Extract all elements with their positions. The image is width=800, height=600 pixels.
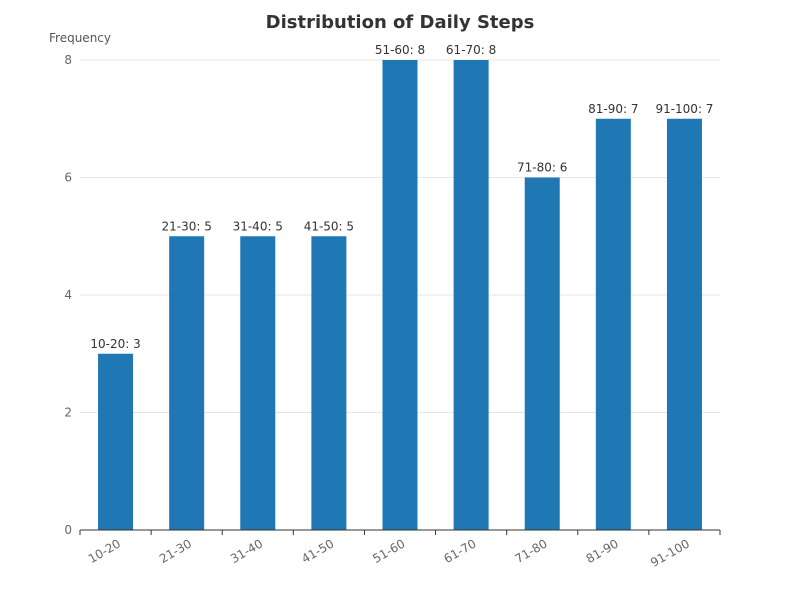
y-axis-label: Frequency [49, 31, 111, 45]
x-tick-label: 31-40 [228, 536, 265, 566]
data-label: 61-70: 8 [446, 43, 496, 57]
data-label: 71-80: 6 [517, 161, 567, 175]
bar[interactable] [667, 119, 702, 530]
bar[interactable] [383, 60, 418, 530]
y-tick-label: 8 [64, 53, 72, 67]
data-label: 81-90: 7 [588, 102, 638, 116]
y-tick-label: 6 [64, 171, 72, 185]
x-tick-label: 61-70 [441, 536, 478, 566]
data-label: 41-50: 5 [304, 219, 354, 233]
y-tick-label: 2 [64, 406, 72, 420]
x-tick-label: 71-80 [513, 536, 550, 566]
data-label: 51-60: 8 [375, 43, 425, 57]
data-label: 91-100: 7 [655, 102, 713, 116]
y-tick-label: 4 [64, 288, 72, 302]
x-tick-label: 41-50 [299, 536, 336, 566]
bar[interactable] [525, 178, 560, 531]
data-label: 21-30: 5 [161, 219, 211, 233]
x-axis: 10-20 21-30 31-40 41-50 51-60 61-70 71-80 81-90… [80, 530, 720, 570]
bar[interactable] [454, 60, 489, 530]
chart-title: Distribution of Daily Steps [266, 12, 535, 33]
x-tick-label: 91-100 [648, 536, 692, 569]
x-tick-label: 81-90 [584, 536, 621, 566]
x-tick-label: 51-60 [370, 536, 407, 566]
y-axis-ticks: 0 2 4 6 8 [64, 53, 72, 537]
bar[interactable] [169, 236, 204, 530]
y-tick-label: 0 [64, 523, 72, 537]
bar[interactable] [98, 354, 133, 530]
data-label: 10-20: 3 [90, 337, 140, 351]
x-tick-label: 21-30 [157, 536, 194, 566]
bar[interactable] [596, 119, 631, 530]
x-tick-label: 10-20 [86, 536, 123, 566]
bar[interactable] [240, 236, 275, 530]
bars [98, 60, 702, 530]
bar[interactable] [311, 236, 346, 530]
data-label: 31-40: 5 [233, 219, 283, 233]
